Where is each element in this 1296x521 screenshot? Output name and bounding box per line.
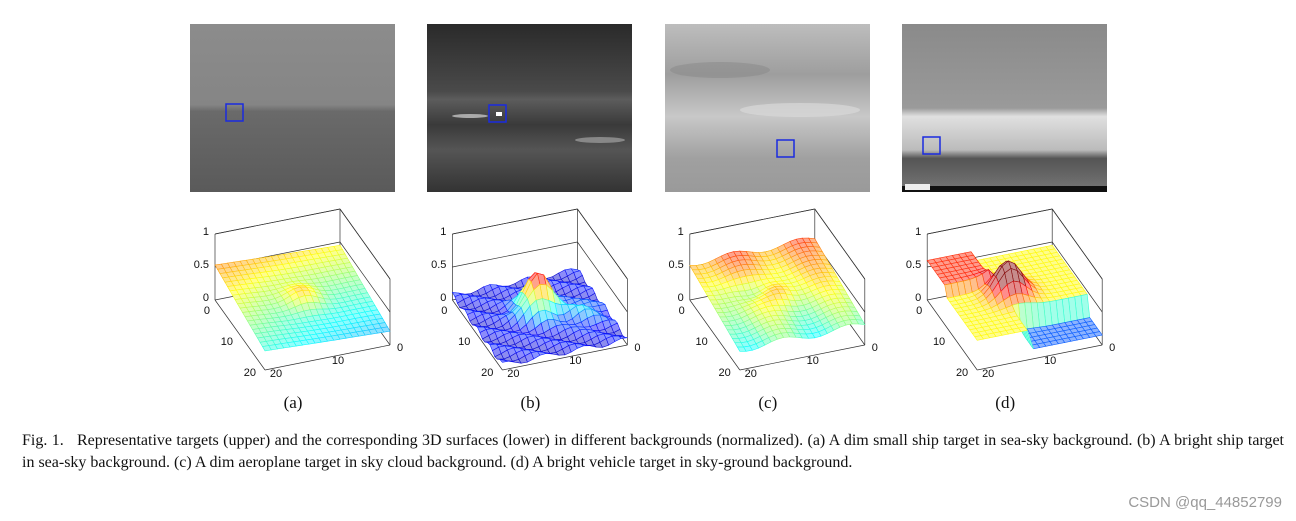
panel-label: (d) — [995, 393, 1015, 412]
axis-line — [577, 208, 628, 280]
z-tick-label: 0 — [203, 292, 209, 304]
panel-label: (a) — [284, 393, 303, 412]
axis-line — [339, 208, 391, 280]
axis-line — [814, 208, 866, 280]
row-tick-label: 10 — [696, 336, 708, 348]
axis-line — [1051, 208, 1103, 280]
row-tick-label: 0 — [916, 305, 922, 317]
axis-line — [452, 208, 578, 235]
row-tick-label: 0 — [679, 305, 685, 317]
axis-line — [339, 241, 391, 313]
row-tick-label: 0 — [204, 305, 210, 317]
panel-label: (b) — [520, 393, 540, 412]
col-tick-label: 20 — [745, 368, 757, 380]
surface-cell — [262, 345, 272, 352]
surface-cell — [499, 359, 509, 363]
z-tick-label: 1 — [915, 226, 921, 238]
col-tick-label: 20 — [982, 368, 994, 380]
image-b — [427, 24, 632, 192]
col-tick-label: 0 — [397, 342, 403, 354]
col-tick-label: 20 — [507, 368, 519, 380]
z-tick-label: 0 — [678, 292, 684, 304]
col-tick-label: 10 — [332, 355, 344, 367]
axis-line — [452, 241, 578, 268]
surface-cell — [736, 346, 747, 352]
watermark: CSDN @qq_44852799 — [1128, 494, 1282, 511]
col-tick-label: 0 — [872, 342, 878, 354]
axis-line — [927, 208, 1053, 235]
row-tick-label: 20 — [481, 367, 493, 379]
axis-line — [689, 208, 815, 235]
row-tick-label: 20 — [244, 367, 256, 379]
axis-line — [577, 241, 628, 313]
axis-line — [214, 299, 266, 371]
z-tick-label: 0.5 — [906, 259, 921, 271]
col-tick-label: 10 — [807, 355, 819, 367]
row-tick-label: 10 — [458, 336, 470, 348]
col-tick-label: 0 — [634, 342, 640, 354]
axis-line — [926, 299, 978, 371]
z-tick-label: 0.5 — [669, 259, 684, 271]
z-tick-label: 0.5 — [431, 259, 446, 271]
z-tick-label: 1 — [678, 226, 684, 238]
axis-line — [689, 299, 741, 371]
col-tick-label: 20 — [270, 368, 282, 380]
row-tick-label: 0 — [441, 305, 447, 317]
col-tick-label: 0 — [1109, 342, 1115, 354]
image-c — [665, 24, 870, 192]
axis-line — [739, 344, 865, 371]
axis-line — [502, 344, 628, 371]
axis-line — [1051, 241, 1103, 313]
axis-line — [214, 208, 341, 235]
col-tick-label: 10 — [1044, 355, 1056, 367]
surface-cell — [974, 335, 984, 341]
row-tick-label: 20 — [719, 367, 731, 379]
axis-line — [452, 299, 503, 371]
z-tick-label: 0.5 — [194, 259, 209, 271]
col-tick-label: 10 — [569, 355, 581, 367]
row-tick-label: 10 — [933, 336, 945, 348]
row-tick-label: 10 — [221, 336, 233, 348]
z-tick-label: 1 — [203, 226, 209, 238]
axis-line — [264, 344, 391, 371]
z-tick-label: 1 — [440, 226, 446, 238]
image-d — [902, 24, 1107, 192]
row-tick-label: 20 — [956, 367, 968, 379]
z-tick-label: 0 — [440, 292, 446, 304]
panel-label: (c) — [758, 393, 777, 412]
image-a — [190, 24, 395, 192]
axis-line — [977, 344, 1103, 371]
caption: Fig. 1. Representative targets (upper) a… — [22, 432, 1288, 471]
z-tick-label: 0 — [915, 292, 921, 304]
